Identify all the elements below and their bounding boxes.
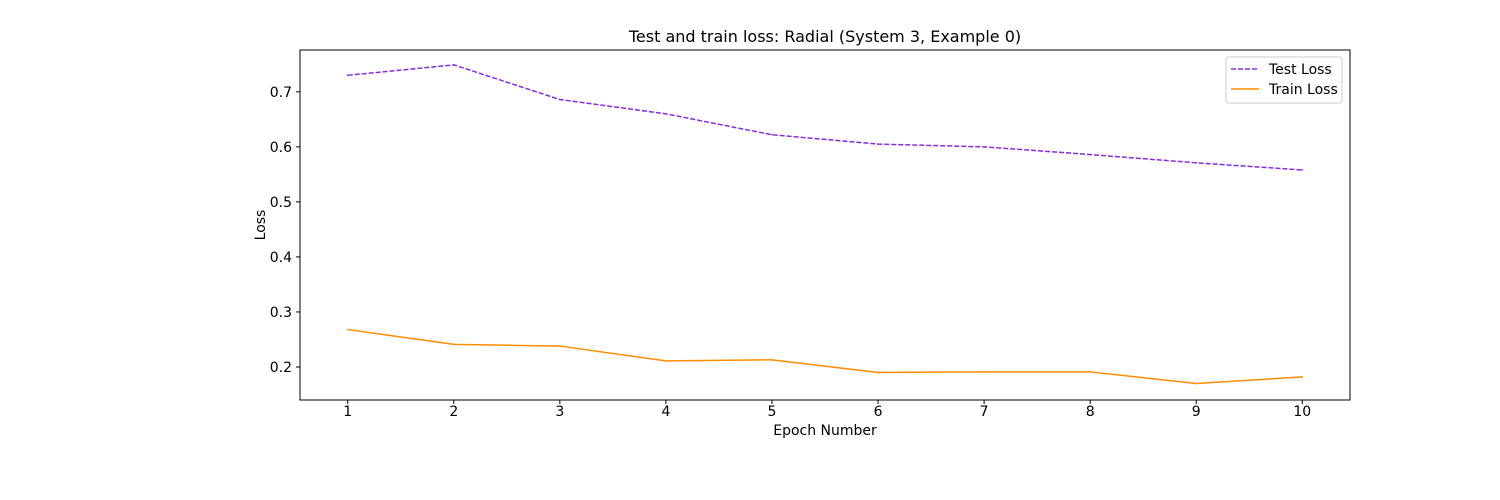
x-tick-label: 1: [343, 404, 352, 420]
data-point-train-loss: [559, 345, 561, 347]
series-layer: [346, 64, 1304, 385]
data-point-train-loss: [1089, 371, 1091, 373]
series-line-test-loss: [347, 64, 1303, 171]
y-tick-label: 0.3: [270, 305, 292, 321]
data-point-test-loss: [1089, 153, 1091, 156]
y-tick-label: 0.2: [270, 360, 292, 376]
legend-label-test-loss: Test Loss: [1268, 62, 1332, 78]
chart-title: Test and train loss: Radial (System 3, E…: [628, 27, 1021, 46]
series-line-train-loss: [347, 328, 1303, 385]
data-point-test-loss: [559, 98, 561, 101]
legend-label-train-loss: Train Loss: [1268, 82, 1338, 98]
data-point-train-loss: [1301, 376, 1304, 378]
data-point-test-loss: [983, 146, 985, 148]
y-tick-label: 0.4: [270, 250, 292, 266]
data-point-test-loss: [877, 143, 879, 145]
x-tick-label: 9: [1192, 404, 1201, 420]
data-point-test-loss: [771, 133, 773, 136]
data-point-test-loss: [1195, 162, 1198, 164]
y-tick-label: 0.7: [270, 85, 292, 101]
y-tick-label: 0.6: [270, 140, 292, 156]
data-point-test-loss: [665, 113, 667, 115]
data-point-train-loss: [665, 360, 667, 362]
y-axis-label: Loss: [253, 210, 269, 241]
y-axis-ticks: 0.2 0.3 0.4 0.5 0.6 0.7: [270, 85, 300, 376]
x-axis-label: Epoch Number: [773, 423, 877, 439]
data-point-test-loss: [1301, 169, 1304, 171]
x-tick-label: 6: [874, 404, 883, 420]
data-point-test-loss: [452, 64, 455, 66]
x-tick-label: 5: [768, 404, 777, 420]
plot-area: [299, 49, 1351, 401]
data-point-train-loss: [1195, 382, 1198, 385]
x-tick-label: 3: [555, 404, 564, 420]
x-tick-label: 8: [1086, 404, 1095, 420]
data-point-train-loss: [452, 343, 455, 346]
data-point-train-loss: [346, 328, 349, 331]
data-point-train-loss: [983, 371, 985, 373]
x-tick-label: 7: [980, 404, 989, 420]
data-point-train-loss: [771, 359, 773, 361]
x-axis-ticks: 1 2 3 4 5 6 7 8 9 10: [343, 400, 1311, 420]
x-tick-label: 4: [661, 404, 670, 420]
y-tick-label: 0.5: [270, 195, 292, 211]
legend: Test Loss Train Loss: [1225, 56, 1343, 104]
data-point-train-loss: [877, 371, 879, 374]
x-tick-label: 10: [1293, 404, 1311, 420]
data-point-test-loss: [346, 74, 349, 77]
x-tick-label: 2: [449, 404, 458, 420]
